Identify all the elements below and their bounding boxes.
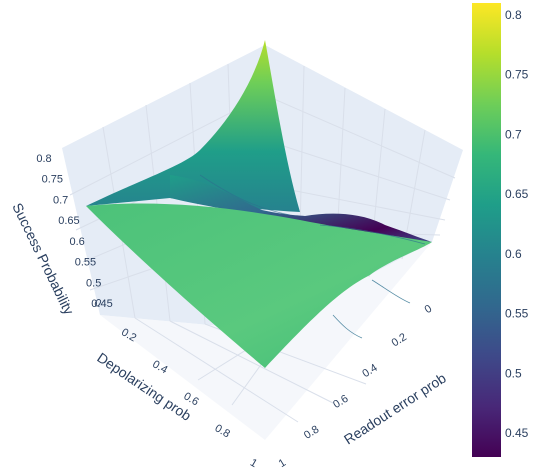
x-tick-label: 1 <box>248 457 259 470</box>
y-tick-label: 0.8 <box>302 424 321 442</box>
z-tick-label: 0.75 <box>42 174 63 186</box>
z-tick-label: 0.45 <box>91 298 112 310</box>
colorbar-tick-label: 0.5 <box>505 366 522 380</box>
colorbar-tick-label: 0.55 <box>505 307 529 321</box>
colorbar-tick-label: 0.45 <box>505 426 529 440</box>
colorbar-tick-label: 0.65 <box>505 187 529 201</box>
z-tick-label: 0.7 <box>53 194 68 206</box>
z-tick-label: 0.5 <box>86 277 101 289</box>
success-surface[interactable] <box>86 40 432 368</box>
y-tick-label: 1 <box>277 457 289 470</box>
colorbar-gradient <box>472 3 501 457</box>
y-tick-label: 0 <box>423 303 435 316</box>
surface-contour <box>319 224 426 245</box>
colorbar[interactable]: 0.45 0.5 0.55 0.6 0.65 0.7 0.75 0.8 <box>472 3 529 457</box>
surface-peak-face <box>86 40 300 212</box>
z-tick-label: 0.6 <box>69 236 84 248</box>
grid-line <box>134 317 299 423</box>
z-tick-label: 0.8 <box>36 153 51 165</box>
surface-contour <box>371 279 411 304</box>
x-tick-label: 0 <box>92 297 103 310</box>
y-tick-label: 0.6 <box>331 393 350 411</box>
surface-contour <box>199 174 291 216</box>
z-axis-ticks: 0.45 0.5 0.55 0.6 0.65 0.7 0.75 0.8 <box>36 153 112 310</box>
colorbar-tick-label: 0.6 <box>505 247 522 261</box>
surface-front-face <box>86 203 432 368</box>
surface-contour <box>332 314 363 339</box>
grid-line <box>169 320 334 404</box>
surface-valley-face <box>170 175 432 242</box>
x-axis-ticks: 00.20.40.60.81 <box>92 297 259 470</box>
z-tick-label: 0.65 <box>58 215 79 227</box>
z-tick-label: 0.55 <box>75 257 96 269</box>
colorbar-tick-label: 0.75 <box>505 68 529 82</box>
y-tick-label: 0.2 <box>390 331 409 349</box>
colorbar-tick-label: 0.8 <box>505 8 522 22</box>
colorbar-tick-label: 0.7 <box>505 127 522 141</box>
x-tick-label: 0.8 <box>213 422 232 440</box>
colorbar-ticks: 0.45 0.5 0.55 0.6 0.65 0.7 0.75 0.8 <box>505 8 529 440</box>
y-tick-label: 0.4 <box>360 362 379 380</box>
y-axis-title: Readout error prob <box>341 370 449 448</box>
